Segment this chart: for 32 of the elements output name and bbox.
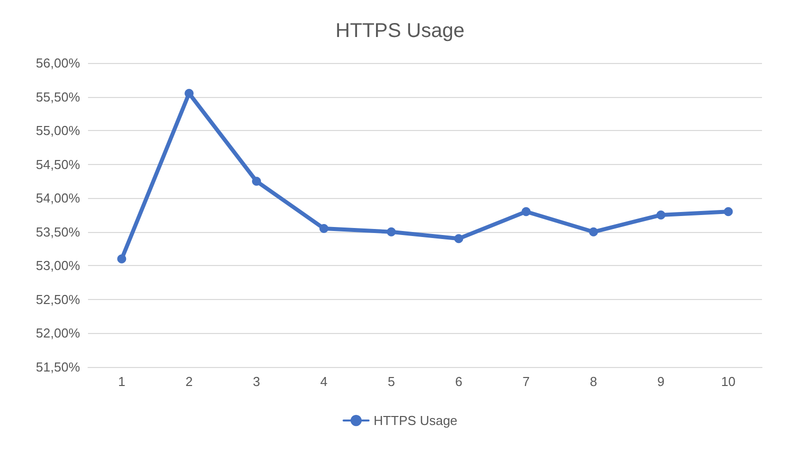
point <box>589 227 598 236</box>
y-tick-label: 52,50% <box>36 292 80 307</box>
x-tick-label: 7 <box>522 374 530 389</box>
x-tick-label: 8 <box>590 374 598 389</box>
y-tick-label: 54,50% <box>36 156 80 172</box>
x-tick-label: 9 <box>657 374 665 389</box>
y-tick-label: 55,50% <box>36 89 80 104</box>
x-tick-label: 2 <box>185 374 193 389</box>
point <box>117 254 126 264</box>
legend-label: HTTPS Usage <box>374 413 458 428</box>
point <box>522 207 531 216</box>
y-tick-label: 52,00% <box>36 326 80 341</box>
y-tick-label: 53,50% <box>36 224 80 240</box>
x-tick-label: 4 <box>320 374 328 389</box>
chart-title: HTTPS Usage <box>336 20 464 42</box>
x-tick-label: 6 <box>455 374 462 389</box>
point <box>252 176 261 186</box>
point <box>184 88 194 98</box>
x-tick-label: 3 <box>252 374 260 389</box>
y-tick-label: 56,00% <box>36 56 80 70</box>
point <box>724 207 733 216</box>
x-tick-label: 5 <box>388 374 395 389</box>
y-tick-label: 51,50% <box>36 360 80 374</box>
x-tick-label: 10 <box>721 374 736 389</box>
point <box>454 234 464 244</box>
x-tick-label: 1 <box>118 374 126 389</box>
point <box>319 224 328 234</box>
y-tick-label: 55,00% <box>36 123 80 138</box>
y-tick-label: 54,00% <box>36 190 80 206</box>
point <box>656 210 666 220</box>
point <box>386 227 396 236</box>
y-tick-label: 53,00% <box>36 258 80 274</box>
